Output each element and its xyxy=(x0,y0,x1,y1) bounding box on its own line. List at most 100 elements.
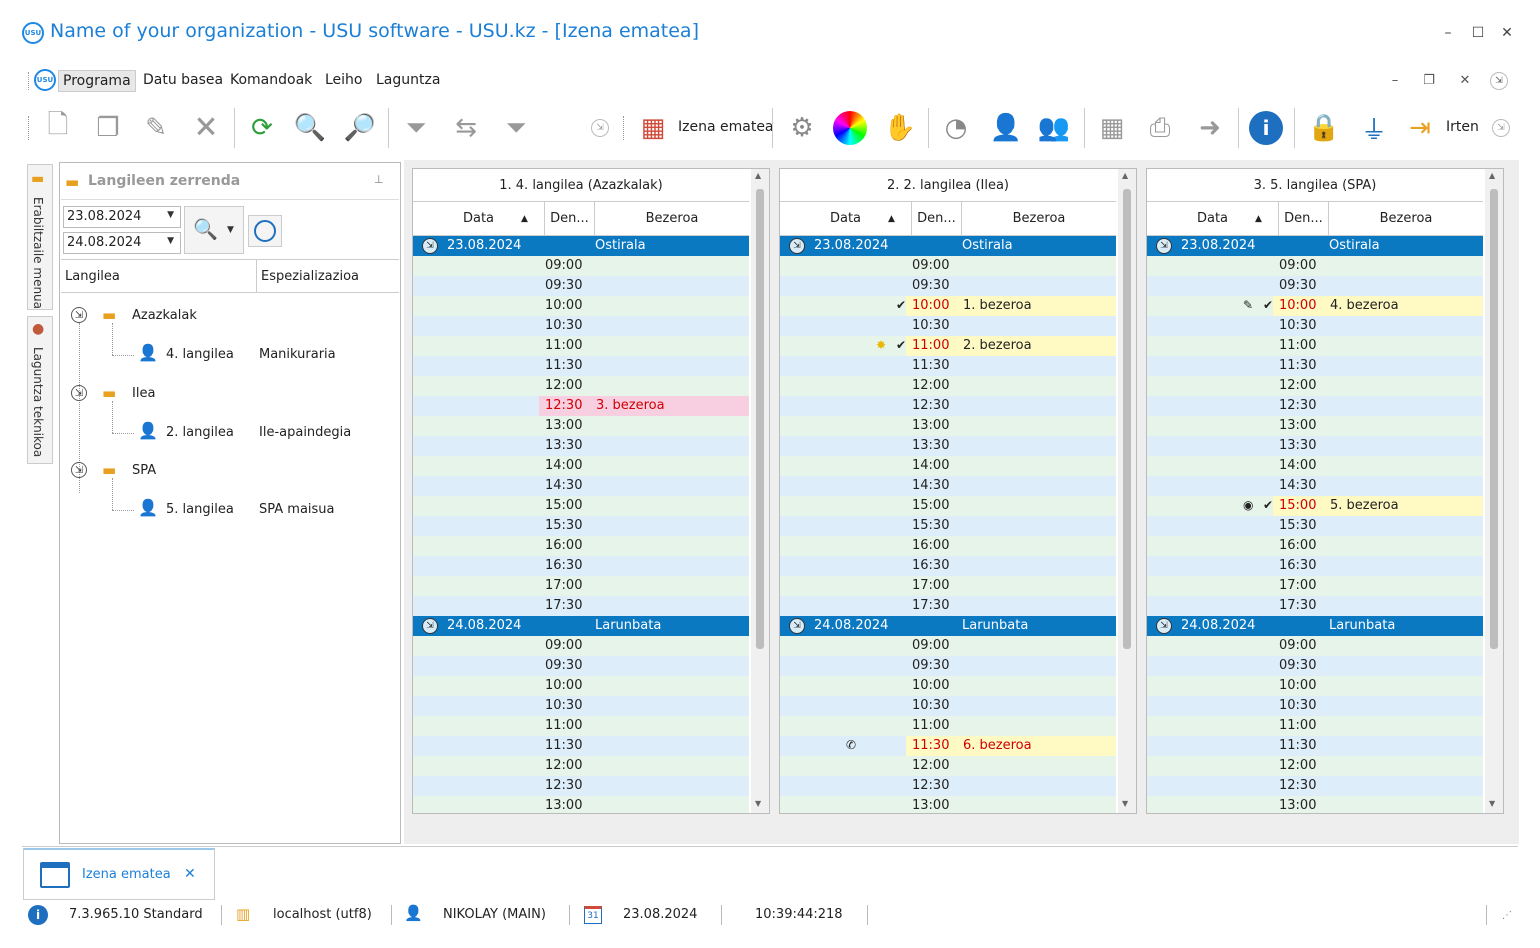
menu-laguntza[interactable]: Laguntza xyxy=(376,72,441,88)
time-slot-row[interactable]: 11:30 xyxy=(413,736,749,756)
day-header-row[interactable]: ⇲ 24.08.2024 Larunbata xyxy=(1147,616,1483,636)
search-icon[interactable]: 🔍 xyxy=(293,113,327,143)
column-header-date[interactable]: Data ▲ xyxy=(1147,202,1279,236)
menu-komandoak[interactable]: Komandoak xyxy=(230,72,313,88)
time-slot-row[interactable]: 11:00 xyxy=(413,716,749,736)
edit-record-icon[interactable]: ✎ xyxy=(145,113,167,143)
time-slot-row[interactable]: 09:00 xyxy=(1147,256,1483,276)
time-slot-row[interactable]: 15:30 xyxy=(780,516,1116,536)
time-slot-row[interactable]: 09:00 xyxy=(780,256,1116,276)
time-slot-row[interactable]: 13:00 xyxy=(780,416,1116,436)
column-title[interactable]: 1. 4. langilea (Azazkalak) xyxy=(413,169,749,202)
tree-expand-icon[interactable]: ⇲ xyxy=(789,618,805,634)
time-slot-row[interactable]: 13:30 xyxy=(413,436,749,456)
tree-expand-icon[interactable]: ⇲ xyxy=(71,462,87,478)
time-slot-row[interactable]: 17:00 xyxy=(1147,576,1483,596)
print-icon[interactable]: ⎙ xyxy=(1149,112,1171,143)
time-slot-row[interactable]: 13:30 xyxy=(780,436,1116,456)
toolbar-collapse-icon[interactable]: ⇲ xyxy=(591,119,609,137)
plug-icon[interactable]: ⏚ xyxy=(1360,115,1387,146)
tree-expand-icon[interactable]: ⇲ xyxy=(422,618,438,634)
day-header-row[interactable]: ⇲ 24.08.2024 Larunbata xyxy=(780,616,1116,636)
sort-asc-icon[interactable]: ▲ xyxy=(521,213,528,224)
info-icon[interactable]: i xyxy=(1246,108,1286,148)
column-header-duration[interactable]: Den... xyxy=(1279,202,1329,236)
time-slot-row[interactable]: 09:30 xyxy=(1147,276,1483,296)
time-slot-row[interactable]: 12:30 xyxy=(780,396,1116,416)
booking-client[interactable]: 2. bezeroa xyxy=(963,338,1032,353)
time-slot-row[interactable]: 09:30 xyxy=(413,276,749,296)
booking-client[interactable]: 6. bezeroa xyxy=(963,738,1032,753)
column-header-duration[interactable]: Den... xyxy=(912,202,962,236)
column-header-date[interactable]: Data ▲ xyxy=(780,202,912,236)
column-header-client[interactable]: Bezeroa xyxy=(595,202,749,236)
time-slot-row[interactable]: 09:00 xyxy=(413,636,749,656)
scrollbar-thumb[interactable] xyxy=(756,189,764,649)
scroll-up-icon[interactable]: ▲ xyxy=(1122,171,1129,180)
day-header-row[interactable]: ⇲ 24.08.2024 Larunbata xyxy=(413,616,749,636)
user-menu-tab[interactable]: ▬ Erabiltzaile menua xyxy=(27,164,53,310)
scrollbar-thumb[interactable] xyxy=(1123,189,1131,649)
time-slot-row[interactable]: 10:00 4. bezeroa ✎ ✔ xyxy=(1147,296,1483,316)
day-header-row[interactable]: ⇲ 23.08.2024 Ostirala xyxy=(1147,236,1483,256)
tech-support-tab[interactable]: ● Laguntza teknikoa xyxy=(27,316,53,464)
group-name[interactable]: SPA xyxy=(132,463,157,478)
chevron-down-icon[interactable]: ▼ xyxy=(167,210,174,220)
time-slot-row[interactable]: 17:30 xyxy=(780,596,1116,616)
time-slot-row[interactable]: 10:30 xyxy=(780,316,1116,336)
chevron-down-icon[interactable]: ▼ xyxy=(167,236,174,246)
time-slot-row[interactable]: 10:30 xyxy=(780,696,1116,716)
time-slot-row[interactable]: 10:00 1. bezeroa ✔ xyxy=(780,296,1116,316)
scroll-up-icon[interactable]: ▲ xyxy=(1489,171,1496,180)
time-slot-row[interactable]: 10:30 xyxy=(1147,316,1483,336)
group-name[interactable]: Azazkalak xyxy=(132,308,197,323)
scrollbar-thumb[interactable] xyxy=(1490,189,1498,649)
day-header-row[interactable]: ⇲ 23.08.2024 Ostirala xyxy=(413,236,749,256)
vertical-scrollbar[interactable]: ▲ ▼ xyxy=(1118,169,1136,813)
tree-expand-icon[interactable]: ⇲ xyxy=(422,238,438,254)
time-slot-row[interactable]: 17:00 xyxy=(780,576,1116,596)
time-slot-row[interactable]: 09:30 xyxy=(780,276,1116,296)
time-slot-row[interactable]: 15:30 xyxy=(1147,516,1483,536)
time-slot-row[interactable]: 11:00 xyxy=(1147,336,1483,356)
time-slot-row[interactable]: 12:00 xyxy=(1147,756,1483,776)
time-slot-row[interactable]: 12:00 xyxy=(780,756,1116,776)
time-slot-row[interactable]: 09:30 xyxy=(1147,656,1483,676)
schedule-label[interactable]: Izena ematea xyxy=(678,119,774,135)
time-slot-row[interactable]: 12:00 xyxy=(1147,376,1483,396)
time-slot-row[interactable]: 11:30 6. bezeroa ✆ xyxy=(780,736,1116,756)
time-slot-row[interactable]: 13:00 xyxy=(1147,796,1483,813)
calendar-icon[interactable]: ▦ xyxy=(640,113,666,143)
tree-expand-icon[interactable]: ⇲ xyxy=(71,385,87,401)
booking-client[interactable]: 3. bezeroa xyxy=(596,398,665,413)
settings-gear-icon[interactable]: ⚙ xyxy=(790,113,814,143)
scroll-down-icon[interactable]: ▼ xyxy=(1122,799,1129,808)
users-icon[interactable]: 👥 xyxy=(1037,113,1071,143)
toolbar-collapse-icon[interactable]: ⇲ xyxy=(1492,119,1510,137)
vertical-scrollbar[interactable]: ▲ ▼ xyxy=(1485,169,1503,813)
mdi-minimize-button[interactable]: – xyxy=(1391,72,1399,88)
refresh-icon[interactable]: ⟳ xyxy=(251,113,273,143)
time-slot-row[interactable]: 12:00 xyxy=(780,376,1116,396)
column-header-date[interactable]: Data ▲ xyxy=(413,202,545,236)
resize-grip-icon[interactable]: ⋰ xyxy=(1502,910,1512,921)
column-header-employee[interactable]: Langilea xyxy=(61,259,257,293)
table-icon[interactable]: ▦ xyxy=(1099,113,1125,143)
time-slot-row[interactable]: 10:00 xyxy=(413,676,749,696)
copy-record-icon[interactable]: ❐ xyxy=(96,113,120,143)
chevron-down-icon[interactable]: ▼ xyxy=(227,225,234,235)
column-header-client[interactable]: Bezeroa xyxy=(1329,202,1483,236)
time-slot-row[interactable]: 09:30 xyxy=(780,656,1116,676)
time-slot-row[interactable]: 14:30 xyxy=(1147,476,1483,496)
lock-icon[interactable]: 🔒 xyxy=(1307,113,1341,143)
color-wheel-icon[interactable] xyxy=(830,108,870,148)
time-slot-row[interactable]: 12:00 xyxy=(413,756,749,776)
column-header-duration[interactable]: Den... xyxy=(545,202,595,236)
user-key-icon[interactable]: 👤 xyxy=(989,113,1023,143)
day-header-row[interactable]: ⇲ 23.08.2024 Ostirala xyxy=(780,236,1116,256)
time-slot-row[interactable]: 13:00 xyxy=(413,416,749,436)
time-slot-row[interactable]: 15:00 xyxy=(413,496,749,516)
search-button[interactable]: 🔍 ▼ xyxy=(184,206,244,254)
column-title[interactable]: 2. 2. langilea (Ilea) xyxy=(780,169,1116,202)
time-slot-row[interactable]: 10:30 xyxy=(1147,696,1483,716)
